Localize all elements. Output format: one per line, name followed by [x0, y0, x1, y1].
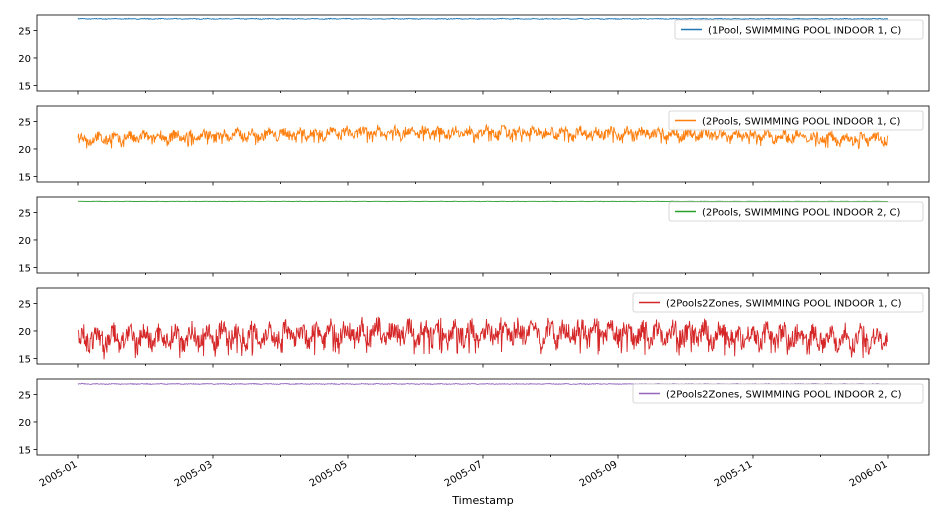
- legend-label: (2Pools2Zones, SWIMMING POOL INDOOR 1, C…: [666, 299, 902, 310]
- legend-box: [668, 110, 924, 131]
- y-tick-label: 20: [18, 236, 31, 247]
- y-tick-label: 20: [18, 418, 31, 429]
- x-tick-label: 2005-11: [713, 459, 755, 489]
- y-tick-label: 25: [18, 299, 31, 310]
- legend: (2Pools2Zones, SWIMMING POOL INDOOR 1, C…: [632, 292, 924, 313]
- subplot-1: 15 20 25 (1Pool, SWIMMING POOL INDOOR 1, C): [18, 14, 930, 95]
- series-line: [77, 17, 889, 21]
- x-tick-label: 2005-09: [578, 459, 620, 489]
- x-tick-label: 2005-01: [38, 459, 80, 489]
- legend: (1Pool, SWIMMING POOL INDOOR 1, C): [674, 19, 924, 40]
- y-tick-label: 25: [18, 117, 31, 128]
- y-tick-label: 20: [18, 54, 31, 65]
- legend: (2Pools, SWIMMING POOL INDOOR 2, C): [668, 201, 924, 222]
- series-line: [77, 200, 889, 203]
- x-tick-label: 2005-03: [173, 459, 215, 489]
- y-tick-label: 20: [18, 145, 31, 156]
- series-line: [77, 316, 889, 360]
- subplot-5: 15 20 25 (2Pools2Zones, SWIMMING POOL INDOO…: [18, 378, 930, 459]
- subplot-4: 15 20 25 (2Pools2Zones, SWIMMING POOL INDOO…: [18, 287, 930, 368]
- x-axis-title: Timestamp: [451, 494, 513, 507]
- legend: (2Pools, SWIMMING POOL INDOOR 1, C): [668, 110, 924, 131]
- y-tick-label: 15: [18, 263, 31, 274]
- legend-box: [632, 383, 924, 404]
- legend-label: (2Pools2Zones, SWIMMING POOL INDOOR 2, C…: [666, 390, 902, 401]
- y-tick-label: 25: [18, 208, 31, 219]
- legend-box: [674, 19, 924, 40]
- y-tick-label: 25: [18, 390, 31, 401]
- legend-label: (2Pools, SWIMMING POOL INDOOR 1, C): [702, 117, 901, 128]
- y-tick-label: 15: [18, 81, 31, 92]
- y-tick-label: 20: [18, 327, 31, 338]
- legend-box: [668, 201, 924, 222]
- legend-label: (2Pools, SWIMMING POOL INDOOR 2, C): [702, 208, 901, 219]
- subplot-3: 15 20 25 (2Pools, SWIMMING POOL INDOOR 2, C…: [18, 196, 930, 277]
- y-tick-label: 25: [18, 26, 31, 37]
- x-tick-label: 2005-07: [443, 459, 485, 489]
- x-tick-label: 2006-01: [848, 459, 890, 489]
- series-line: [77, 123, 889, 150]
- y-tick-label: 15: [18, 354, 31, 365]
- legend-label: (1Pool, SWIMMING POOL INDOOR 1, C): [708, 26, 901, 37]
- subplot-2: 15 20 25 (2Pools, SWIMMING POOL INDOOR 1, C…: [18, 105, 930, 186]
- x-tick-label: 2005-05: [308, 459, 350, 489]
- y-tick-label: 15: [18, 445, 31, 456]
- legend: (2Pools2Zones, SWIMMING POOL INDOOR 2, C…: [632, 383, 924, 404]
- y-tick-label: 15: [18, 172, 31, 183]
- legend-box: [632, 292, 924, 313]
